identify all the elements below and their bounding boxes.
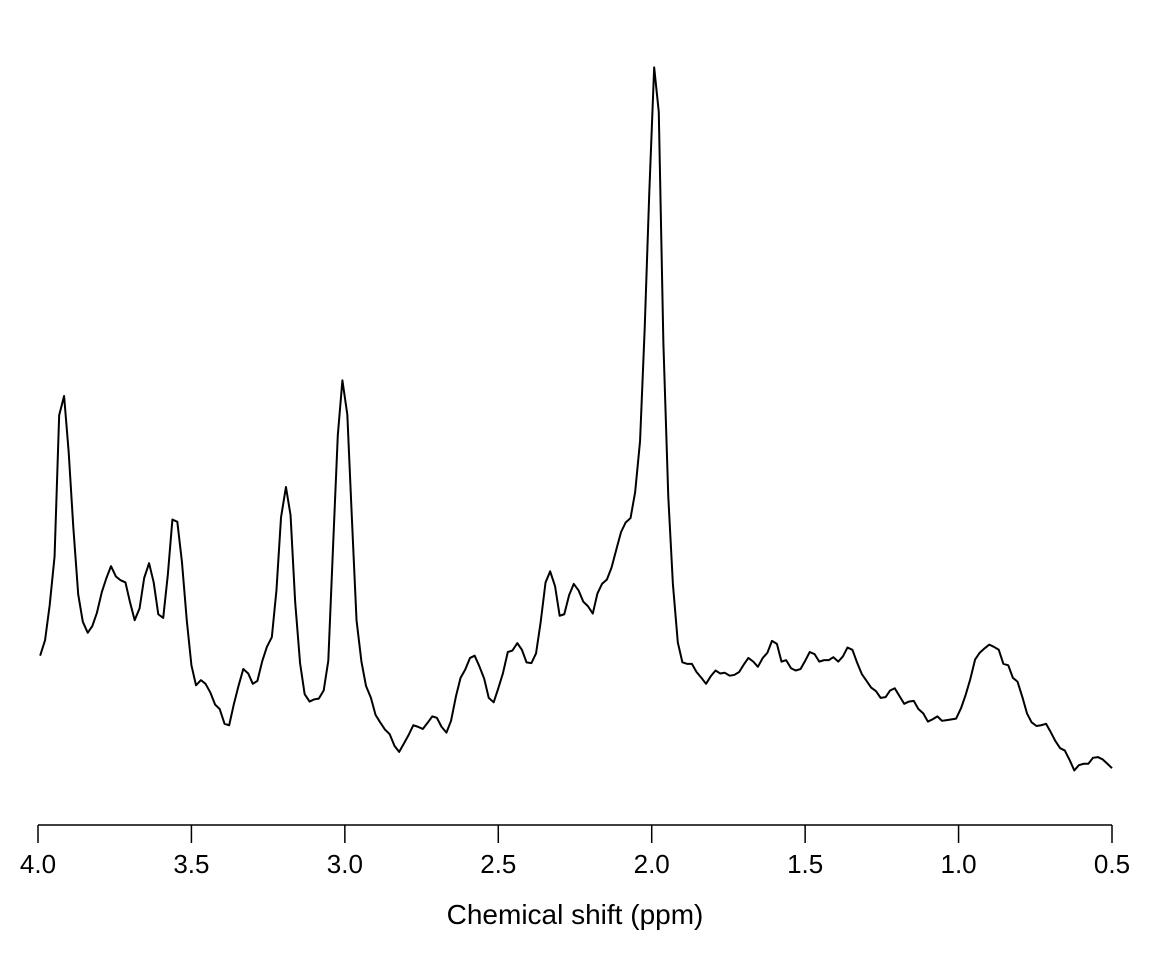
x-tick-label: 1.0 xyxy=(940,849,976,879)
x-ticks: 4.0 3.5 3.0 2.5 2.0 1.5 1.0 0.5 xyxy=(20,825,1130,879)
x-tick-label: 2.5 xyxy=(480,849,516,879)
plot-area xyxy=(39,66,1113,772)
x-axis: 4.0 3.5 3.0 2.5 2.0 1.5 1.0 0.5 Chemical shift … xyxy=(20,824,1130,930)
x-tick-label: 4.0 xyxy=(20,849,56,879)
spectrum-series-line xyxy=(39,66,1113,772)
x-tick-label: 3.5 xyxy=(173,849,209,879)
x-tick-label: 0.5 xyxy=(1094,849,1130,879)
x-tick-label: 3.0 xyxy=(327,849,363,879)
x-axis-title: Chemical shift (ppm) xyxy=(447,899,704,930)
x-tick-label: 2.0 xyxy=(634,849,670,879)
x-tick-label: 1.5 xyxy=(787,849,823,879)
